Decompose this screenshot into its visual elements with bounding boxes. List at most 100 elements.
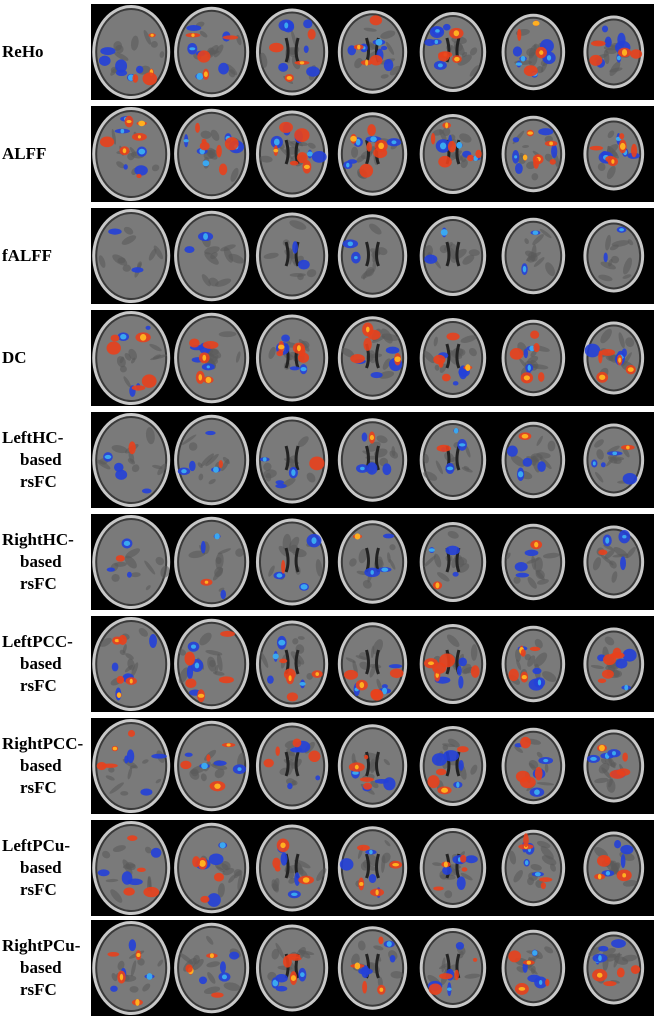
row-label-line: ALFF [2, 144, 47, 163]
figure-row: LeftPCC-based rsFC [0, 616, 657, 712]
row-label-line: RightPCu- [2, 936, 81, 955]
row-label-line: rsFC [20, 472, 57, 491]
row-label: RightHC-based rsFC [0, 514, 90, 610]
row-label: RightPCu-based rsFC [0, 920, 90, 1016]
brain-slice [92, 311, 171, 405]
row-label: LeftPCC-based rsFC [0, 616, 90, 712]
brain-slice [255, 518, 329, 606]
row-label-line: DC [2, 348, 27, 367]
brain-slice [255, 722, 329, 810]
brain-slice [583, 627, 645, 701]
brain-slice [337, 724, 408, 808]
slice-strip [91, 616, 654, 712]
brain-slice [337, 622, 408, 706]
brain-slice [419, 726, 487, 806]
brain-slice [255, 416, 329, 504]
brain-slice [583, 525, 645, 599]
slice-strip [91, 208, 654, 304]
row-label: ReHo [0, 4, 90, 100]
brain-slice [174, 822, 250, 914]
brain-slice [174, 108, 250, 200]
brain-slice [174, 720, 250, 812]
row-label-line: based [20, 552, 62, 571]
brain-slice [174, 618, 250, 710]
slice-strip [91, 920, 654, 1016]
brain-slice [501, 727, 566, 805]
brain-slice [337, 418, 408, 502]
brain-slice [501, 217, 566, 295]
brain-slice [92, 719, 171, 813]
brain-slice [419, 828, 487, 908]
row-label-line: LeftPCC- [2, 632, 73, 651]
brain-slice [92, 413, 171, 507]
brain-slice [174, 6, 250, 98]
figure-row: DC [0, 310, 657, 406]
brain-slice [337, 10, 408, 94]
row-label-line: RightHC- [2, 530, 74, 549]
row-label-line: rsFC [20, 880, 57, 899]
brain-slice [583, 15, 645, 89]
brain-slice [174, 414, 250, 506]
row-label-line: based [20, 858, 62, 877]
slice-strip [91, 820, 654, 916]
brain-slice [174, 516, 250, 608]
row-label-line: LeftPCu- [2, 836, 70, 855]
brain-slice [583, 423, 645, 497]
slice-strip [91, 106, 654, 202]
brain-slice [501, 319, 566, 397]
row-label-line: based [20, 756, 62, 775]
brain-slice [255, 620, 329, 708]
row-label-line: fALFF [2, 246, 53, 265]
row-label: LeftHC-based rsFC [0, 412, 90, 508]
brain-slice [92, 921, 171, 1015]
brain-slice [92, 5, 171, 99]
brain-slice [583, 729, 645, 803]
brain-slice [501, 421, 566, 499]
brain-slice [583, 321, 645, 395]
brain-slice [501, 115, 566, 193]
brain-slice [92, 107, 171, 201]
figure-row: RightPCu-based rsFC [0, 920, 657, 1016]
brain-slice [255, 212, 329, 300]
figure-row: RightPCC-based rsFC [0, 718, 657, 814]
brain-slice [501, 625, 566, 703]
brain-slice [255, 8, 329, 96]
figure-row: ReHo [0, 4, 657, 100]
row-label: RightPCC-based rsFC [0, 718, 90, 814]
brain-slice [419, 114, 487, 194]
brain-slice [583, 831, 645, 905]
brain-slice [174, 922, 250, 1014]
brain-slice [583, 219, 645, 293]
row-label-line: rsFC [20, 574, 57, 593]
brain-slice [337, 520, 408, 604]
brain-slice [92, 209, 171, 303]
row-label-line: rsFC [20, 778, 57, 797]
brain-slice [337, 826, 408, 910]
brain-slice [419, 522, 487, 602]
brain-slice [92, 617, 171, 711]
figure-row: LeftHC-based rsFC [0, 412, 657, 508]
slice-strip [91, 412, 654, 508]
brain-slice [501, 829, 566, 907]
row-label-line: LeftHC- [2, 428, 64, 447]
row-label-line: based [20, 450, 62, 469]
row-label-line: RightPCC- [2, 734, 84, 753]
brain-slice [583, 117, 645, 191]
row-label-line: ReHo [2, 42, 44, 61]
figure-row: ALFF [0, 106, 657, 202]
brain-slice [174, 312, 250, 404]
brain-slice [255, 110, 329, 198]
figure-row: RightHC-based rsFC [0, 514, 657, 610]
row-label: ALFF [0, 106, 90, 202]
brain-slice [92, 821, 171, 915]
brain-slice [255, 924, 329, 1012]
slice-strip [91, 4, 654, 100]
brain-slice [501, 523, 566, 601]
row-label: DC [0, 310, 90, 406]
brain-slice [501, 13, 566, 91]
row-label-line: rsFC [20, 980, 57, 999]
figure-row: LeftPCu-based rsFC [0, 820, 657, 916]
brain-slice [337, 926, 408, 1010]
slice-strip [91, 310, 654, 406]
brain-slice [419, 12, 487, 92]
